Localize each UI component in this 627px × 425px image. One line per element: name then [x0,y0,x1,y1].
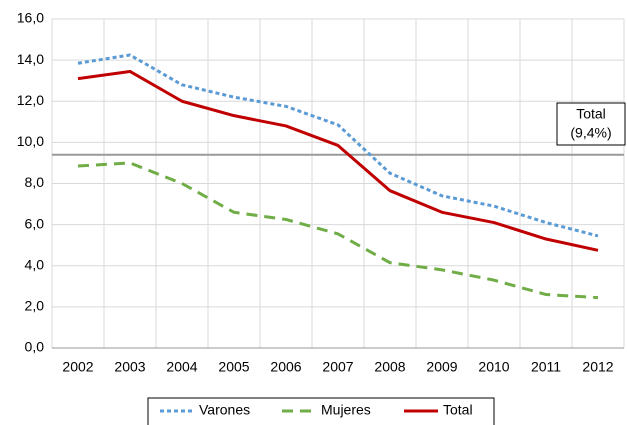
x-tick-label: 2007 [322,359,353,375]
y-tick-label: 16,0 [17,10,44,26]
x-tick-label: 2004 [166,359,197,375]
x-tick-label: 2008 [374,359,405,375]
annotation-box [556,102,626,146]
x-tick-label: 2011 [531,359,561,375]
legend-label: Varones [199,402,250,418]
annotation-text: Total [576,106,606,122]
y-tick-label: 10,0 [17,133,44,149]
y-tick-label: 14,0 [17,51,44,67]
y-tick-label: 0,0 [25,339,45,355]
y-tick-label: 2,0 [25,298,45,314]
y-tick-label: 12,0 [17,92,44,108]
x-tick-label: 2012 [582,359,613,375]
x-tick-label: 2003 [114,359,145,375]
series-line [77,161,599,300]
x-tick-label: 2009 [426,359,457,375]
x-tick-label: 2010 [478,359,509,375]
x-tick-label: 2006 [270,359,301,375]
legend-label: Mujeres [321,402,371,418]
y-tick-label: 6,0 [25,215,45,231]
x-tick-label: 2002 [62,359,93,375]
legend-label: Total [443,402,473,418]
series-line [77,69,599,252]
x-tick-label: 2005 [218,359,249,375]
y-tick-label: 4,0 [25,256,45,272]
series-line [77,53,599,238]
y-tick-label: 8,0 [25,174,45,190]
annotation-text: (9,4%) [570,125,611,141]
